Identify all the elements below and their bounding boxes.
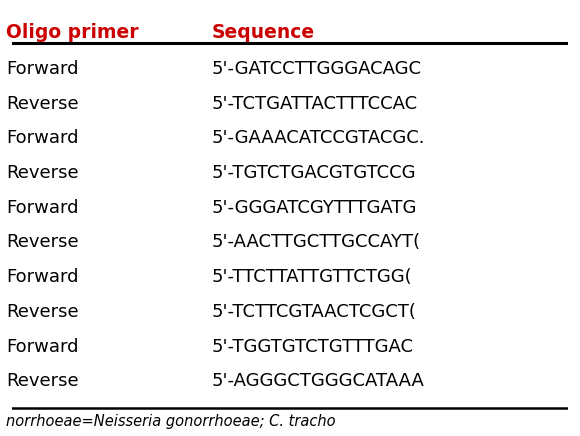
Text: Forward: Forward: [6, 268, 78, 286]
Text: 5'-GAAACATCCGTACGC.: 5'-GAAACATCCGTACGC.: [212, 129, 426, 147]
Text: Reverse: Reverse: [6, 372, 79, 391]
Text: Forward: Forward: [6, 129, 78, 147]
Text: Oligo primer: Oligo primer: [6, 24, 139, 42]
Text: 5'-AACTTGCTTGCCAYT(: 5'-AACTTGCTTGCCAYT(: [212, 234, 421, 252]
Text: Reverse: Reverse: [6, 234, 79, 252]
Text: Sequence: Sequence: [212, 24, 315, 42]
Text: Forward: Forward: [6, 199, 78, 217]
Text: 5'-GGGATCGYTTTGATG: 5'-GGGATCGYTTTGATG: [212, 199, 418, 217]
Text: Reverse: Reverse: [6, 95, 79, 112]
Text: 5'-TCTTCGTAACTCGCT(: 5'-TCTTCGTAACTCGCT(: [212, 303, 417, 321]
Text: Forward: Forward: [6, 60, 78, 78]
Text: 5'-TGTCTGACGTGTCCG: 5'-TGTCTGACGTGTCCG: [212, 164, 416, 182]
Text: 5'-TTCTTATTGTTCTGG(: 5'-TTCTTATTGTTCTGG(: [212, 268, 413, 286]
Text: Reverse: Reverse: [6, 303, 79, 321]
Text: Forward: Forward: [6, 338, 78, 356]
Text: Reverse: Reverse: [6, 164, 79, 182]
Text: 5'-GATCCTTGGGACAGC: 5'-GATCCTTGGGACAGC: [212, 60, 422, 78]
Text: 5'-AGGGCTGGGCATAAA: 5'-AGGGCTGGGCATAAA: [212, 372, 425, 391]
Text: norrhoeae=Neisseria gonorrhoeae; C. tracho: norrhoeae=Neisseria gonorrhoeae; C. trac…: [6, 414, 336, 429]
Text: 5'-TCTGATTACTTTCCAC: 5'-TCTGATTACTTTCCAC: [212, 95, 418, 112]
Text: 5'-TGGTGTCTGTTTGAC: 5'-TGGTGTCTGTTTGAC: [212, 338, 414, 356]
